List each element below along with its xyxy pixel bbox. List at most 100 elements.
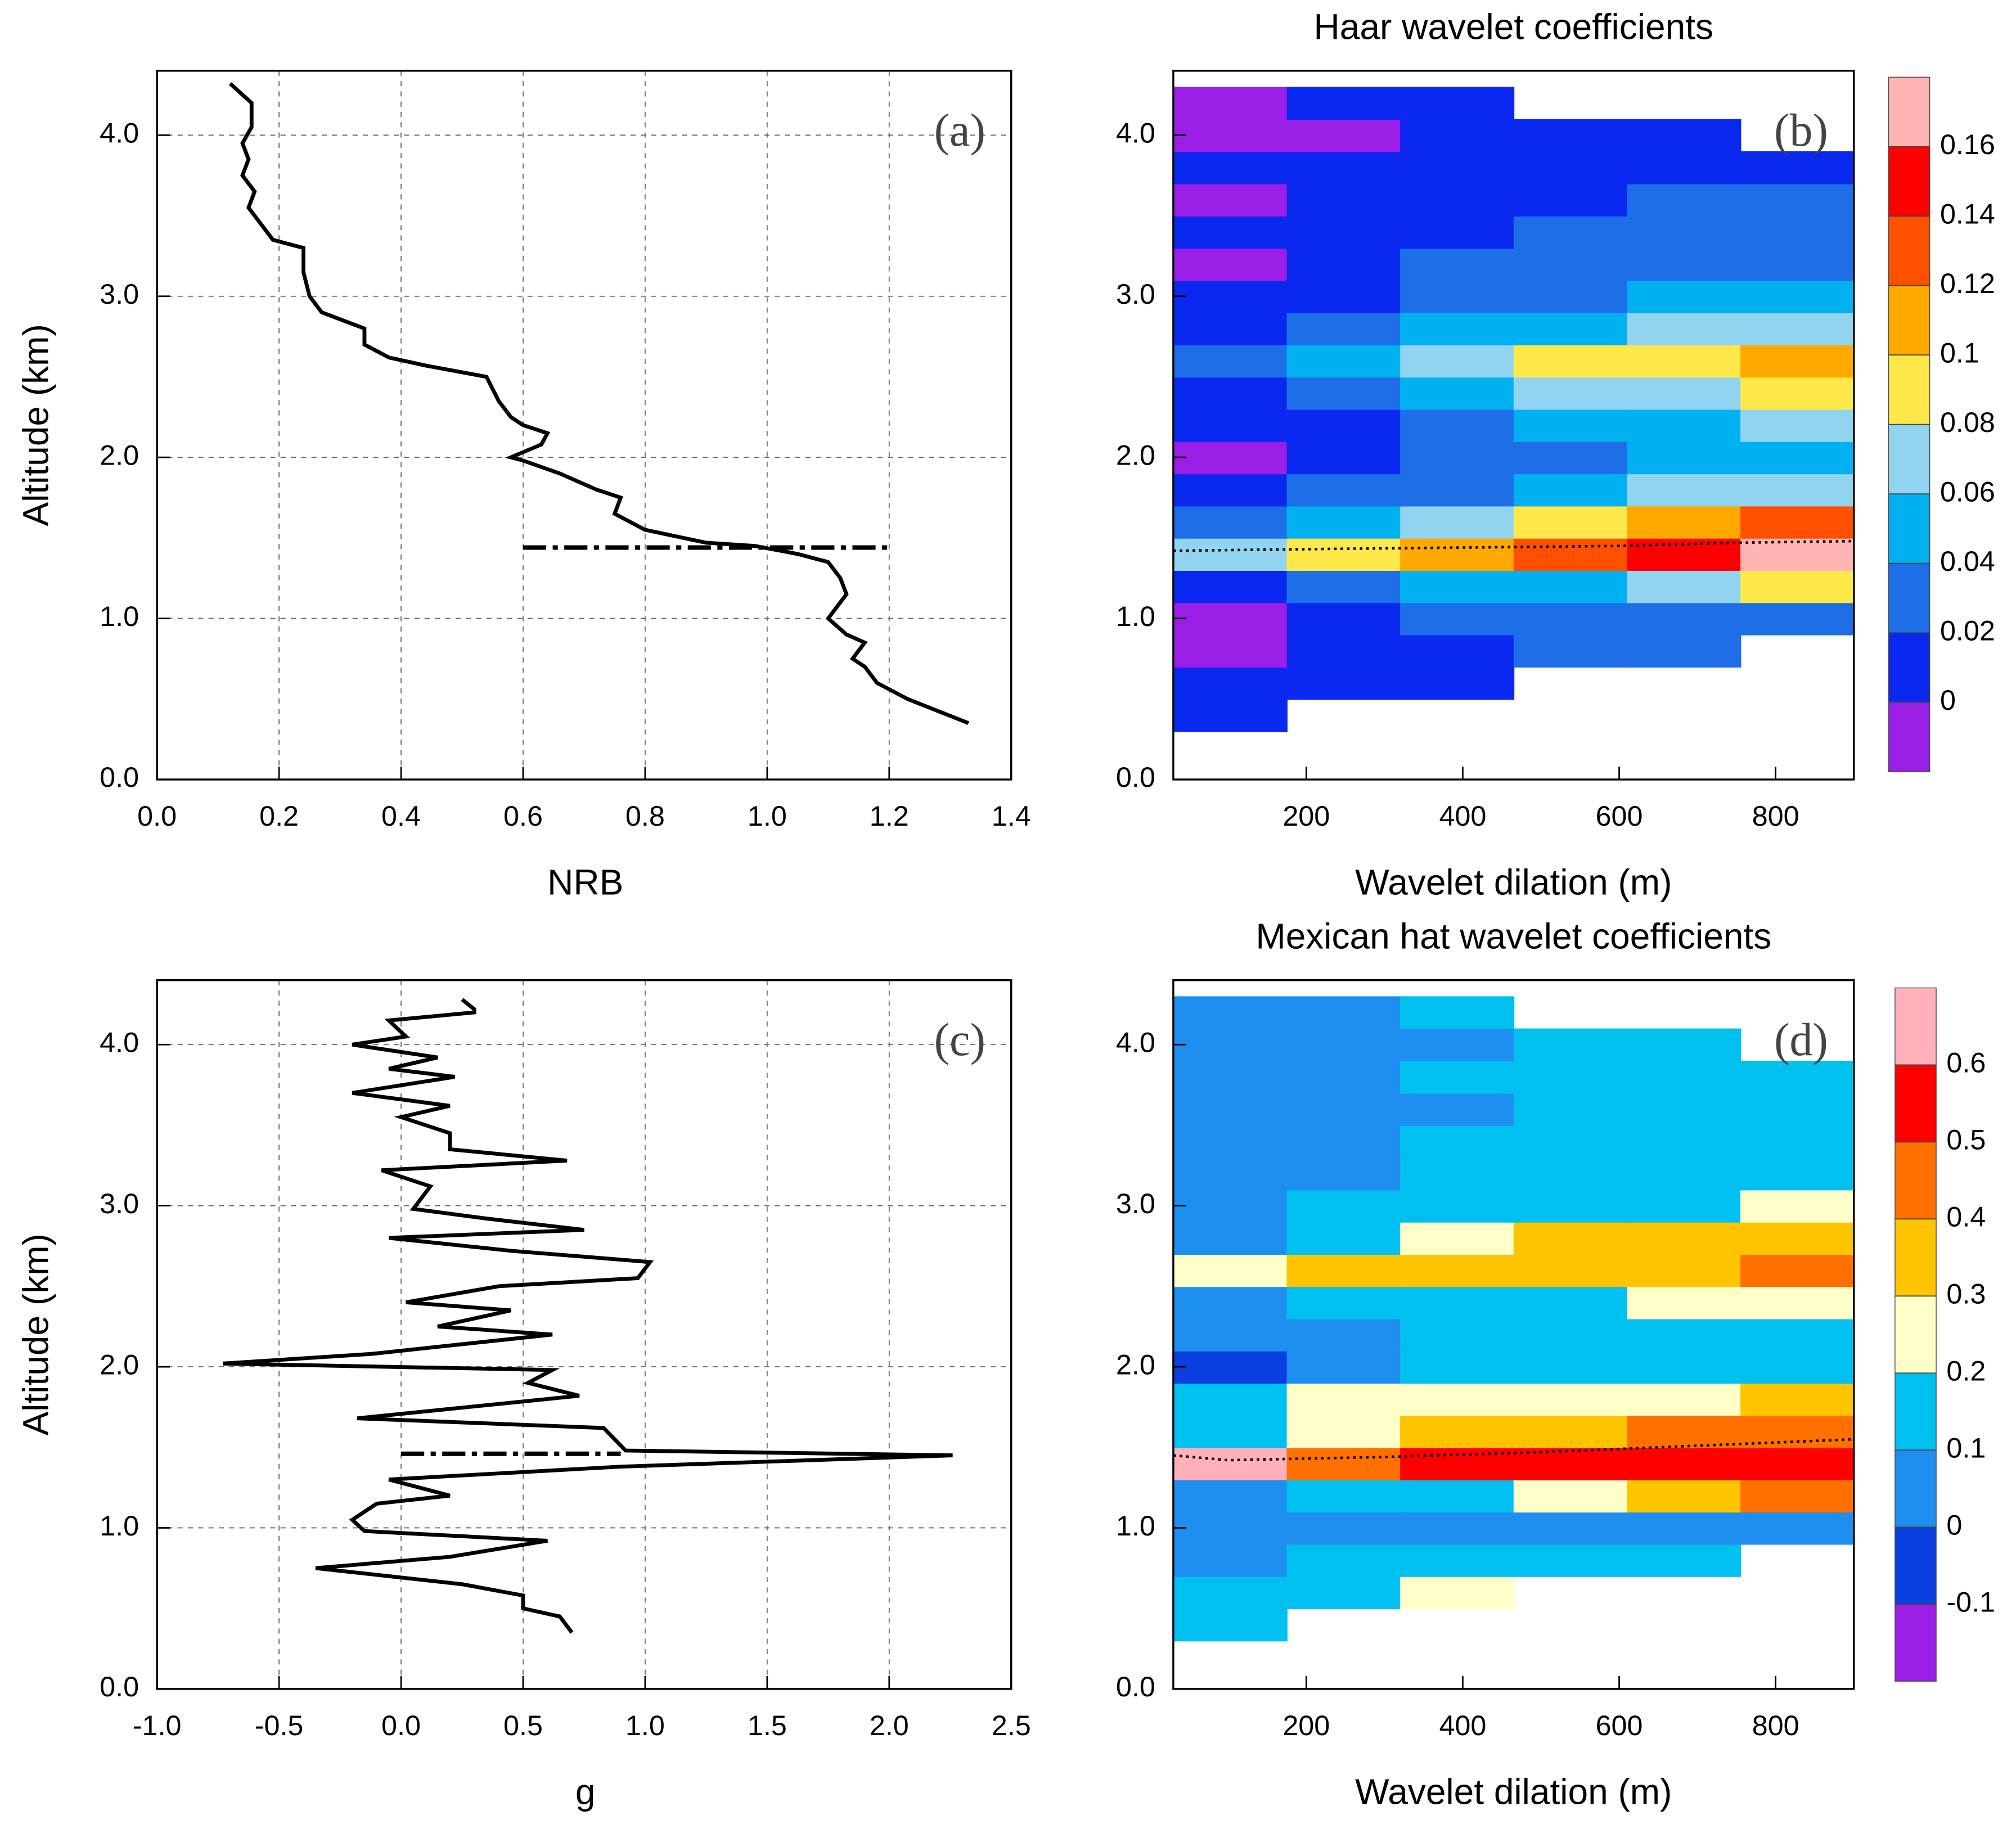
x-tick-label: 800	[1752, 1709, 1799, 1741]
x-tick-label: 0.4	[381, 800, 421, 832]
heat-cell	[1400, 634, 1515, 668]
heat-cell	[1286, 376, 1401, 410]
heat-cell	[1173, 376, 1288, 410]
colorbar-swatch	[1894, 987, 1937, 1066]
y-tick-label: 2.0	[1116, 1348, 1155, 1380]
heat-cell	[1286, 344, 1401, 378]
heat-cell	[1173, 473, 1288, 507]
colorbar-label: 0.4	[1946, 1201, 1986, 1233]
colorbar-label: 0.04	[1940, 545, 1995, 577]
panel-label: (b)	[1774, 105, 1828, 156]
ridge-line	[1173, 1438, 1854, 1462]
y-tick-label: 3.0	[1116, 1187, 1155, 1219]
heat-cell	[1173, 666, 1288, 700]
heat-cell	[1173, 215, 1288, 249]
heat-cell	[1400, 183, 1515, 217]
heat-cell	[1400, 376, 1515, 410]
plot-frame	[156, 979, 1012, 1690]
heat-cell	[1173, 1157, 1288, 1191]
heat-cell	[1400, 409, 1515, 442]
x-tick-label: 1.2	[870, 800, 909, 832]
x-tick-label: 0.8	[626, 800, 665, 832]
heat-cell	[1627, 1286, 1742, 1319]
x-tick-label: 600	[1596, 1709, 1643, 1741]
x-tick-label: 200	[1282, 1709, 1330, 1741]
heat-cell	[1513, 1415, 1628, 1448]
heat-cell	[1740, 506, 1855, 539]
heat-cell	[1173, 1382, 1288, 1416]
colorbar-swatch	[1894, 1604, 1937, 1682]
colorbar-swatch	[1894, 1526, 1937, 1605]
heat-cell	[1173, 538, 1288, 571]
heat-cell	[1173, 699, 1288, 732]
y-tick-label: 1.0	[1116, 600, 1155, 632]
heat-cell	[1740, 1060, 1855, 1094]
colorbar-label: 0.6	[1946, 1047, 1986, 1079]
ridge-line	[1173, 539, 1854, 552]
x-tick-label: 0.6	[503, 800, 543, 832]
colorbar-swatch	[1888, 215, 1930, 286]
colorbar-label: -0.1	[1946, 1586, 1995, 1618]
heat-cell	[1173, 1028, 1288, 1062]
heat-cell	[1627, 1190, 1742, 1223]
heat-cell	[1627, 1254, 1742, 1287]
heat-cell	[1173, 280, 1288, 313]
heat-cell	[1286, 1190, 1401, 1223]
x-tick-label: 0.5	[503, 1709, 543, 1741]
colorbar-swatch	[1894, 1218, 1937, 1296]
y-tick-label: 0.0	[1116, 1670, 1155, 1703]
x-tick-label: 0.0	[381, 1709, 421, 1741]
x-tick-label: 2.5	[992, 1709, 1031, 1741]
heat-cell	[1286, 119, 1401, 152]
x-tick-label: 1.5	[748, 1709, 787, 1741]
heat-cell	[1286, 602, 1401, 636]
heat-cell	[1740, 215, 1855, 249]
colorbar-label: 0.16	[1940, 128, 1995, 160]
heat-cell	[1513, 1093, 1628, 1126]
x-axis-label: g	[575, 1771, 596, 1812]
y-tick-label: 4.0	[1116, 117, 1155, 149]
y-tick-label: 4.0	[100, 117, 139, 149]
heat-cell	[1627, 1447, 1742, 1480]
heat-cell	[1173, 570, 1288, 604]
heat-cell	[1400, 1286, 1515, 1319]
colorbar-swatch	[1888, 285, 1930, 355]
heat-cell	[1286, 409, 1401, 442]
heat-cell	[1513, 1544, 1628, 1577]
heat-cell	[1740, 1190, 1855, 1223]
heat-cell	[1513, 1157, 1628, 1191]
heat-cell	[1286, 1222, 1401, 1255]
heat-cell	[1286, 996, 1401, 1030]
heat-cell	[1627, 602, 1742, 636]
heat-cell	[1173, 1318, 1288, 1352]
heat-cell	[1400, 441, 1515, 475]
heat-cell	[1400, 312, 1515, 346]
heat-cell	[1286, 1415, 1401, 1448]
profile-line	[228, 82, 970, 725]
heat-cell	[1173, 1093, 1288, 1126]
x-axis-label: Wavelet dilation (m)	[1355, 862, 1672, 902]
heat-cell	[1173, 1447, 1288, 1480]
colorbar-label: 0.2	[1946, 1355, 1986, 1387]
chart-title: Mexican hat wavelet coefficients	[1256, 916, 1771, 956]
y-axis-label: Altitude (km)	[16, 1233, 56, 1435]
heat-cell	[1627, 215, 1742, 249]
colorbar-swatch	[1894, 1064, 1937, 1143]
heat-cell	[1740, 409, 1855, 442]
heat-cell	[1173, 996, 1288, 1030]
heat-cell	[1173, 1608, 1288, 1642]
heat-cell	[1627, 409, 1742, 442]
heat-cell	[1400, 1093, 1515, 1126]
y-tick-label: 2.0	[100, 439, 139, 471]
heat-cell	[1173, 1125, 1288, 1159]
heat-cell	[1740, 376, 1855, 410]
colorbar-swatch	[1888, 493, 1930, 564]
heat-cell	[1173, 1254, 1288, 1287]
x-tick-label: 200	[1282, 800, 1330, 832]
colorbar-label: 0.02	[1940, 615, 1995, 647]
x-tick-label: 2.0	[870, 1709, 909, 1741]
heat-cell	[1513, 1286, 1628, 1319]
heat-cell	[1400, 1222, 1515, 1255]
heat-cell	[1173, 312, 1288, 346]
